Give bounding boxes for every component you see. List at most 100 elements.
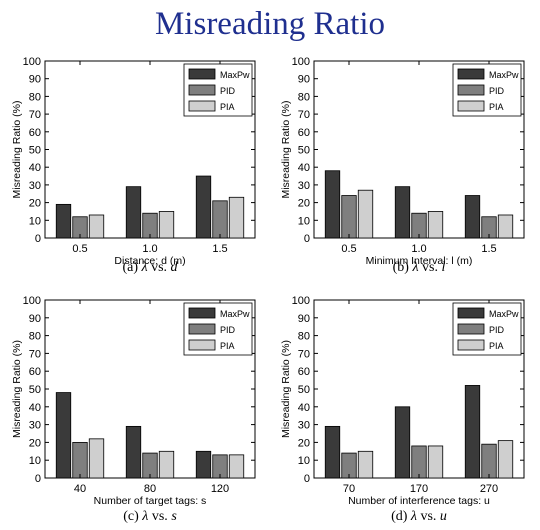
caption-variable: s <box>171 509 177 524</box>
y-tick-label: 60 <box>29 127 41 139</box>
y-tick-label: 20 <box>298 198 310 210</box>
legend-swatch-maxpw <box>457 307 485 319</box>
y-tick-label: 90 <box>298 313 310 325</box>
y-tick-label: 70 <box>298 348 310 360</box>
y-tick-label: 30 <box>29 420 41 432</box>
legend-swatch-pid <box>188 323 216 335</box>
y-tick-label: 100 <box>292 295 310 307</box>
bar-pid-270 <box>481 443 497 479</box>
chart-panel-2: 0 10 20 30 40 50 60 70 80 90 100 0.5 1.0 1.5 Minimum I… <box>280 56 525 275</box>
panel-caption: (c) λ vs. s <box>123 509 177 524</box>
bar-pia-70 <box>357 450 374 479</box>
bar-maxpw-0.5 <box>324 170 341 239</box>
panel-caption: (a) λ vs. d <box>122 260 178 275</box>
lambda-symbol: λ <box>410 509 417 524</box>
caption-label: (a) <box>122 260 141 275</box>
y-axis-label: Misreading Ratio (%) <box>280 100 292 198</box>
y-tick-label: 0 <box>304 473 310 485</box>
y-tick-label: 50 <box>298 384 310 396</box>
y-tick-label: 80 <box>298 331 310 343</box>
legend-swatch-pid <box>457 323 485 335</box>
y-tick-label: 80 <box>298 91 310 103</box>
y-tick-label: 90 <box>298 74 310 86</box>
bar-pia-1.5 <box>497 214 514 239</box>
caption-variable: d <box>171 260 179 275</box>
y-tick-label: 90 <box>29 74 41 86</box>
bar-maxpw-1.0 <box>394 186 411 239</box>
y-tick-label: 0 <box>35 233 41 245</box>
lambda-symbol: λ <box>141 260 148 275</box>
y-tick-label: 100 <box>23 56 41 68</box>
y-tick-label: 10 <box>29 455 41 467</box>
legend-label-pia: PIA <box>220 102 235 112</box>
x-tick-label: 1.5 <box>481 243 496 255</box>
caption-vs: vs. <box>148 260 171 275</box>
lambda-symbol: λ <box>411 260 418 275</box>
slide-title: Misreading Ratio <box>154 6 386 42</box>
y-axis-label: Misreading Ratio (%) <box>280 340 292 438</box>
legend-swatch-pia <box>457 339 485 351</box>
panel-caption: (d) λ vs. u <box>391 509 447 524</box>
legend-label-pid: PID <box>220 86 236 96</box>
y-tick-label: 30 <box>298 180 310 192</box>
chart-panel-3: 0 10 20 30 40 50 60 70 80 90 100 40 80 120 Number of t… <box>11 295 256 524</box>
y-axis-label: Misreading Ratio (%) <box>11 340 23 438</box>
bar-pia-270 <box>497 440 514 479</box>
y-tick-label: 80 <box>29 91 41 103</box>
legend-swatch-pia <box>188 339 216 351</box>
y-tick-label: 40 <box>29 402 41 414</box>
bar-pia-80 <box>158 450 175 479</box>
y-tick-label: 20 <box>29 198 41 210</box>
caption-label: (d) <box>391 509 411 524</box>
y-tick-label: 10 <box>298 455 310 467</box>
y-tick-label: 60 <box>298 127 310 139</box>
y-tick-label: 80 <box>29 331 41 343</box>
x-tick-label: 1.5 <box>212 243 227 255</box>
legend: MaxPw PID PIA <box>452 302 522 356</box>
legend: MaxPw PID PIA <box>183 63 253 117</box>
legend-swatch-maxpw <box>188 307 216 319</box>
caption-vs: vs. <box>148 509 171 524</box>
caption-vs: vs. <box>419 260 442 275</box>
legend-label-pia: PIA <box>220 341 235 351</box>
x-tick-label: 270 <box>480 483 498 495</box>
bar-maxpw-40 <box>55 392 72 479</box>
y-tick-label: 40 <box>298 162 310 174</box>
legend-label-maxpw: MaxPw <box>220 70 250 80</box>
y-axis-label: Misreading Ratio (%) <box>11 100 23 198</box>
x-axis-label: Distance: d (m) <box>114 255 185 267</box>
bar-maxpw-70 <box>324 425 341 479</box>
bar-pia-0.5 <box>88 214 105 239</box>
legend-swatch-maxpw <box>188 68 216 80</box>
bar-pia-1.5 <box>228 196 245 239</box>
caption-variable: l <box>441 260 445 275</box>
bar-pia-0.5 <box>357 189 374 239</box>
caption-label: (c) <box>123 509 142 524</box>
y-tick-label: 70 <box>29 348 41 360</box>
caption-vs: vs. <box>417 509 440 524</box>
caption-variable: u <box>440 509 447 524</box>
bar-pia-1.0 <box>158 211 175 239</box>
x-tick-label: 1.0 <box>142 243 157 255</box>
x-tick-label: 0.5 <box>341 243 356 255</box>
legend-label-pid: PID <box>489 86 505 96</box>
bar-maxpw-1.0 <box>125 186 142 239</box>
legend-swatch-pid <box>188 84 216 96</box>
bar-pia-170 <box>427 445 444 479</box>
y-tick-label: 10 <box>29 215 41 227</box>
bar-maxpw-1.5 <box>195 175 212 239</box>
panel-caption: (b) λ vs. l <box>393 260 446 275</box>
legend-swatch-pia <box>188 100 216 112</box>
y-tick-label: 20 <box>29 437 41 449</box>
y-tick-label: 0 <box>304 233 310 245</box>
y-tick-label: 20 <box>298 437 310 449</box>
legend-label-pia: PIA <box>489 102 504 112</box>
bar-maxpw-120 <box>195 450 212 479</box>
y-tick-label: 100 <box>292 56 310 68</box>
y-tick-label: 60 <box>29 366 41 378</box>
y-tick-label: 30 <box>29 180 41 192</box>
x-axis-label: Minimum Interval: l (m) <box>366 255 473 267</box>
y-tick-label: 100 <box>23 295 41 307</box>
